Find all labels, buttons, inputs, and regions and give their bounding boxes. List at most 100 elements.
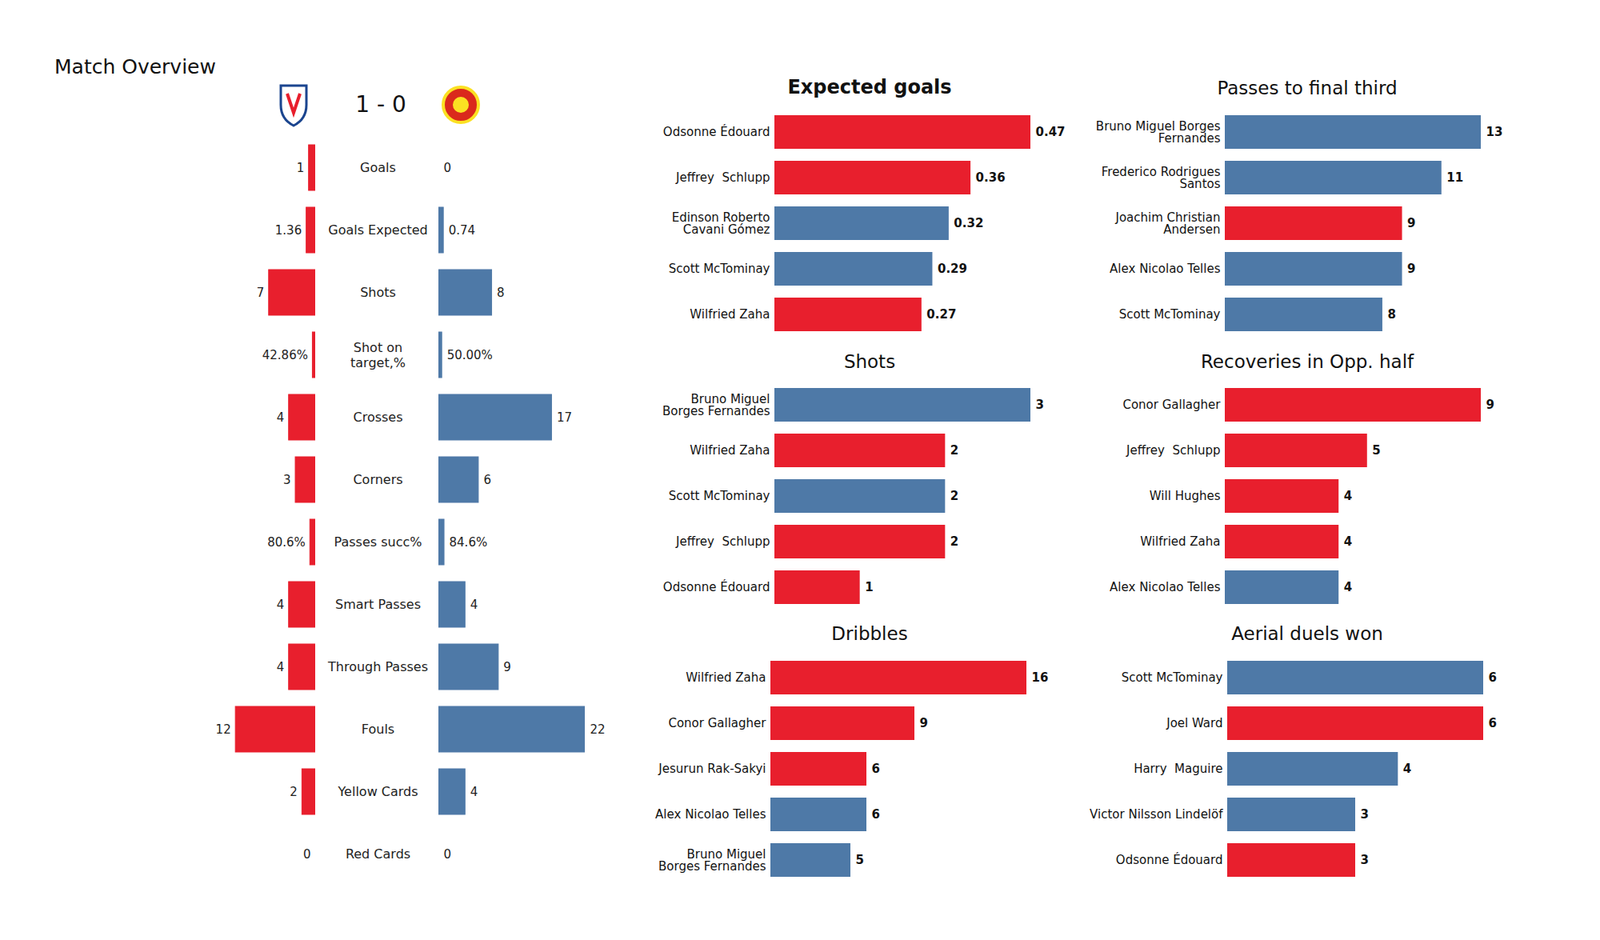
svg-text:0.29: 0.29 bbox=[937, 261, 968, 276]
svg-text:Victor Nilsson Lindelöf: Victor Nilsson Lindelöf bbox=[1089, 807, 1224, 822]
html-text:Match Overview: Match Overview bbox=[54, 55, 216, 79]
svg-text:9: 9 bbox=[1486, 397, 1495, 412]
svg-text:4: 4 bbox=[1344, 580, 1352, 595]
svg-text:Jesurun Rak-Sakyi: Jesurun Rak-Sakyi bbox=[657, 761, 766, 776]
svg-text:Conor Gallagher: Conor Gallagher bbox=[668, 716, 767, 731]
svg-text:0: 0 bbox=[444, 160, 452, 176]
svg-text:6: 6 bbox=[1488, 670, 1497, 685]
svg-text:Wilfried Zaha: Wilfried Zaha bbox=[689, 307, 770, 322]
svg-text:Odsonne Édouard: Odsonne Édouard bbox=[1116, 852, 1224, 868]
svg-text:2: 2 bbox=[289, 784, 298, 800]
svg-text:11: 11 bbox=[1446, 170, 1464, 185]
svg-text:12: 12 bbox=[216, 722, 232, 737]
svg-text:3: 3 bbox=[1360, 807, 1369, 822]
svg-text:1: 1 bbox=[864, 580, 873, 595]
svg-text:Odsonne Édouard: Odsonne Édouard bbox=[663, 579, 771, 595]
svg-text:4: 4 bbox=[1403, 761, 1412, 776]
html-text:Expected goals: Expected goals bbox=[787, 76, 952, 99]
svg-text:50.00%: 50.00% bbox=[447, 348, 493, 363]
svg-text:6: 6 bbox=[872, 761, 880, 776]
svg-text:Wilfried Zaha: Wilfried Zaha bbox=[1140, 534, 1220, 549]
svg-text:Scott McTominay: Scott McTominay bbox=[1121, 670, 1224, 685]
svg-text:3: 3 bbox=[1360, 852, 1369, 868]
svg-text:Bruno Miguel BorgesFernandes: Bruno Miguel BorgesFernandes bbox=[1096, 118, 1221, 145]
svg-text:Passes succ%: Passes succ% bbox=[334, 534, 423, 550]
svg-text:1.36: 1.36 bbox=[275, 223, 302, 238]
html-text:Passes to final third: Passes to final third bbox=[1217, 77, 1398, 99]
svg-text:Jeffrey Schlupp: Jeffrey Schlupp bbox=[675, 170, 770, 185]
svg-text:2: 2 bbox=[950, 488, 959, 504]
svg-text:Frederico RodriguesSantos: Frederico RodriguesSantos bbox=[1101, 164, 1221, 191]
svg-text:Harry Maguire: Harry Maguire bbox=[1133, 761, 1223, 776]
svg-text:0: 0 bbox=[444, 847, 452, 862]
svg-text:Wilfried Zaha: Wilfried Zaha bbox=[689, 443, 770, 458]
svg-text:13: 13 bbox=[1486, 124, 1504, 140]
svg-text:9: 9 bbox=[1407, 261, 1416, 276]
svg-text:7: 7 bbox=[256, 285, 265, 300]
svg-text:Scott McTominay: Scott McTominay bbox=[668, 488, 771, 504]
svg-text:1: 1 bbox=[296, 160, 305, 176]
svg-text:80.6%: 80.6% bbox=[267, 535, 306, 550]
svg-text:5: 5 bbox=[1372, 443, 1380, 458]
svg-text:4: 4 bbox=[276, 660, 285, 675]
svg-text:4: 4 bbox=[1344, 488, 1352, 504]
svg-text:Smart Passes: Smart Passes bbox=[335, 596, 421, 612]
svg-text:Odsonne Édouard: Odsonne Édouard bbox=[663, 124, 771, 140]
svg-text:Shot ontarget,%: Shot ontarget,% bbox=[350, 340, 406, 370]
svg-text:17: 17 bbox=[556, 410, 572, 425]
svg-text:Bruno MiguelBorges Fernandes: Bruno MiguelBorges Fernandes bbox=[662, 391, 771, 418]
svg-text:9: 9 bbox=[503, 660, 512, 675]
svg-text:Goals: Goals bbox=[360, 160, 396, 176]
svg-text:6: 6 bbox=[483, 472, 492, 488]
svg-text:Jeffrey Schlupp: Jeffrey Schlupp bbox=[1125, 443, 1220, 458]
svg-text:3: 3 bbox=[1036, 397, 1044, 412]
svg-text:Wilfried Zaha: Wilfried Zaha bbox=[685, 670, 766, 685]
svg-text:Alex Nicolao Telles: Alex Nicolao Telles bbox=[1109, 261, 1221, 276]
html-text:1 - 0: 1 - 0 bbox=[355, 91, 407, 118]
svg-text:Joachim ChristianAndersen: Joachim ChristianAndersen bbox=[1115, 209, 1221, 236]
svg-text:Will Hughes: Will Hughes bbox=[1149, 488, 1221, 504]
svg-text:Conor Gallagher: Conor Gallagher bbox=[1122, 397, 1221, 412]
svg-text:Corners: Corners bbox=[352, 472, 403, 488]
svg-text:6: 6 bbox=[872, 807, 880, 822]
svg-text:Scott McTominay: Scott McTominay bbox=[668, 261, 771, 276]
svg-text:Scott McTominay: Scott McTominay bbox=[1119, 307, 1221, 322]
svg-text:4: 4 bbox=[276, 410, 285, 425]
svg-text:Joel Ward: Joel Ward bbox=[1165, 716, 1223, 731]
svg-text:16: 16 bbox=[1032, 670, 1049, 685]
svg-text:9: 9 bbox=[1407, 216, 1416, 231]
svg-text:42.86%: 42.86% bbox=[262, 348, 308, 363]
svg-text:Alex Nicolao Telles: Alex Nicolao Telles bbox=[655, 807, 767, 822]
svg-text:4: 4 bbox=[276, 597, 285, 612]
svg-text:Red Cards: Red Cards bbox=[345, 846, 411, 862]
svg-text:0: 0 bbox=[303, 847, 312, 862]
svg-text:9: 9 bbox=[920, 716, 928, 731]
svg-text:4: 4 bbox=[470, 784, 479, 800]
svg-text:5: 5 bbox=[856, 852, 864, 868]
svg-text:Shots: Shots bbox=[360, 284, 396, 300]
svg-text:Bruno MiguelBorges Fernandes: Bruno MiguelBorges Fernandes bbox=[658, 846, 767, 873]
svg-text:0.74: 0.74 bbox=[448, 223, 476, 238]
svg-text:Fouls: Fouls bbox=[361, 721, 395, 737]
svg-text:2: 2 bbox=[950, 534, 959, 549]
svg-text:0.47: 0.47 bbox=[1036, 124, 1066, 140]
svg-text:4: 4 bbox=[470, 597, 479, 612]
svg-text:84.6%: 84.6% bbox=[449, 535, 488, 550]
svg-text:Yellow Cards: Yellow Cards bbox=[336, 784, 418, 800]
svg-text:0.27: 0.27 bbox=[926, 307, 956, 322]
svg-text:4: 4 bbox=[1344, 534, 1352, 549]
svg-text:Through Passes: Through Passes bbox=[327, 659, 428, 675]
svg-text:6: 6 bbox=[1488, 716, 1497, 731]
svg-text:8: 8 bbox=[1387, 307, 1396, 322]
svg-text:0.32: 0.32 bbox=[953, 216, 984, 231]
svg-text:0.36: 0.36 bbox=[976, 170, 1006, 185]
svg-text:3: 3 bbox=[283, 472, 292, 488]
svg-text:2: 2 bbox=[950, 443, 959, 458]
svg-text:8: 8 bbox=[496, 285, 505, 300]
svg-text:Edinson RobertoCavani Gómez: Edinson RobertoCavani Gómez bbox=[672, 209, 771, 236]
svg-text:Jeffrey Schlupp: Jeffrey Schlupp bbox=[675, 534, 770, 549]
svg-text:22: 22 bbox=[590, 722, 606, 737]
svg-text:Alex Nicolao Telles: Alex Nicolao Telles bbox=[1109, 580, 1221, 595]
svg-text:Goals Expected: Goals Expected bbox=[328, 222, 428, 238]
svg-text:Crosses: Crosses bbox=[352, 409, 403, 425]
